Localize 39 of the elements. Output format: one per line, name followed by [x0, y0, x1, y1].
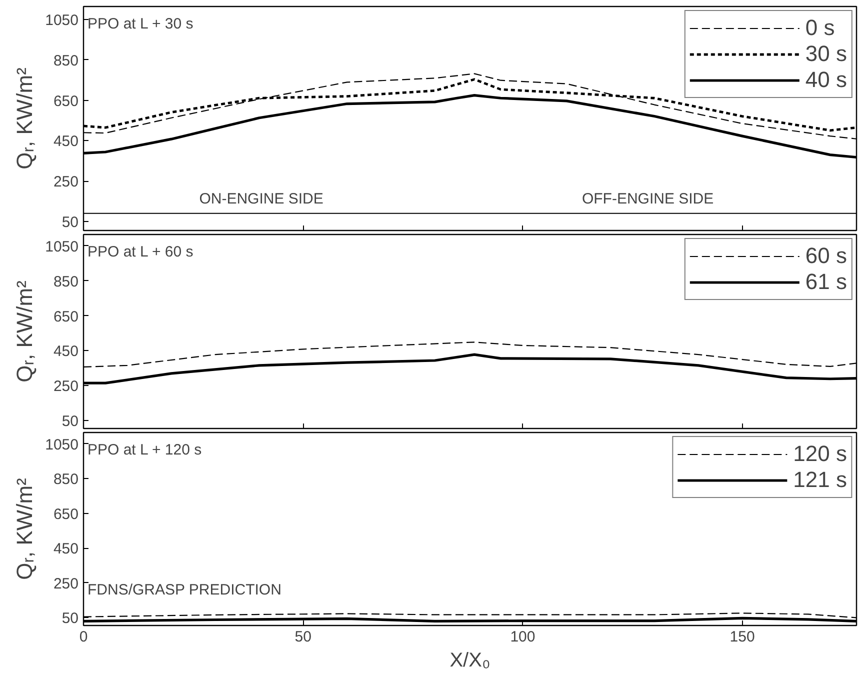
- y-tick-label: 50: [62, 413, 79, 430]
- y-axis-title: Qᵣ, KW/m²: [12, 478, 38, 580]
- y-tick-label: 650: [53, 308, 79, 326]
- y-axis-title: Qᵣ, KW/m²: [12, 280, 38, 382]
- y-tick-label: 1050: [45, 238, 79, 256]
- y-tick-label: 1050: [45, 436, 79, 454]
- y-tick-label: 850: [53, 471, 79, 488]
- x-tick-label: 100: [510, 628, 536, 646]
- y-tick-label: 650: [53, 92, 79, 110]
- y-tick-label: 850: [53, 273, 79, 290]
- y-tick-label: 250: [53, 575, 79, 592]
- x-tick-label: 150: [730, 628, 755, 646]
- text: PPO at L + 60 s: [88, 244, 194, 260]
- annotation: ON-ENGINE SIDE: [199, 190, 324, 208]
- y-tick-label: 50: [62, 214, 79, 231]
- legend-label: 120 s: [793, 441, 847, 467]
- legend-label: 30 s: [805, 41, 847, 67]
- text: PPO at L + 30 s: [88, 16, 194, 32]
- x-tick-label: 0: [79, 628, 88, 646]
- y-axis-title: Qᵣ, KW/m²: [12, 68, 38, 170]
- legend-label: 61 s: [805, 269, 847, 295]
- legend-label: 40 s: [805, 67, 847, 93]
- text: PPO at L + 120 s: [88, 442, 202, 458]
- y-tick-label: 50: [62, 610, 79, 628]
- legend-label: 60 s: [805, 243, 847, 269]
- y-tick-label: 850: [53, 52, 79, 70]
- annotation: FDNS/GRASP PREDICTION: [88, 581, 282, 598]
- y-tick-label: 450: [53, 540, 79, 558]
- x-axis-title: X/X₀: [450, 650, 490, 672]
- y-tick-label: 250: [53, 378, 79, 396]
- y-tick-label: 250: [53, 174, 79, 191]
- y-tick-label: 450: [53, 343, 79, 360]
- annotation: OFF-ENGINE SIDE: [582, 190, 714, 208]
- x-tick-label: 50: [294, 628, 312, 646]
- y-tick-label: 650: [53, 506, 79, 523]
- y-tick-label: 1050: [45, 12, 79, 30]
- legend-label: 121 s: [793, 467, 847, 493]
- y-tick-label: 450: [53, 133, 79, 150]
- legend-label: 0 s: [805, 15, 835, 41]
